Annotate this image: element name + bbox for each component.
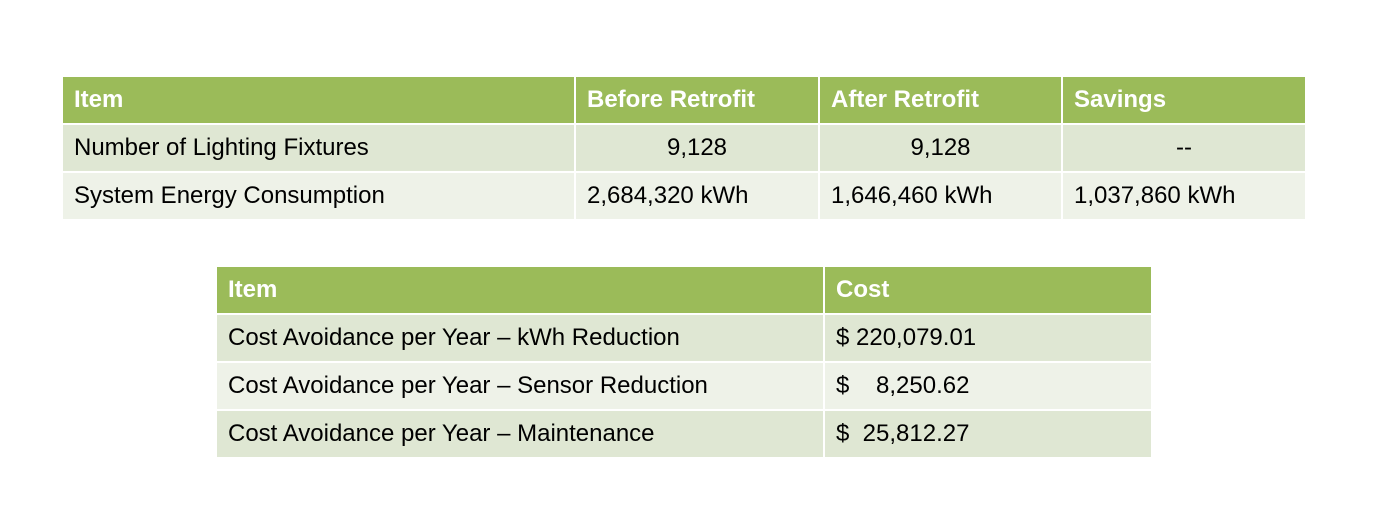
cell: Cost Avoidance per Year – kWh Reduction [217,315,823,361]
cell: $ 8,250.62 [825,363,1151,409]
header-cell: Item [63,77,574,123]
cell: -- [1063,125,1305,171]
cell: $ 220,079.01 [825,315,1151,361]
header-cell: Before Retrofit [576,77,818,123]
cell: 1,037,860 kWh [1063,173,1305,219]
header-cell: Savings [1063,77,1305,123]
header-row: Item Before Retrofit After Retrofit Savings [63,77,1305,123]
cell: Cost Avoidance per Year – Maintenance [217,411,823,457]
header-cell: Item [217,267,823,313]
energy-table: Item Before Retrofit After Retrofit Savings… [61,75,1307,221]
cell: $ 25,812.27 [825,411,1151,457]
row: System Energy Consumption 2,684,320 kWh 1,… [63,173,1305,219]
row: Cost Avoidance per Year – kWh Reduction $… [217,315,1151,361]
cost-table: Item Cost Cost Avoidance per Year – kWh Re… [215,265,1153,459]
header-row: Item Cost [217,267,1151,313]
row: Cost Avoidance per Year – Maintenance $ 2… [217,411,1151,457]
cell: Cost Avoidance per Year – Sensor Reducti… [217,363,823,409]
row: Cost Avoidance per Year – Sensor Reducti… [217,363,1151,409]
header-cell: After Retrofit [820,77,1061,123]
cell: System Energy Consumption [63,173,574,219]
cell: 9,128 [576,125,818,171]
row: Number of Lighting Fixtures 9,128 9,128 -- [63,125,1305,171]
cell: Number of Lighting Fixtures [63,125,574,171]
header-cell: Cost [825,267,1151,313]
cell: 1,646,460 kWh [820,173,1061,219]
cell: 2,684,320 kWh [576,173,818,219]
cell: 9,128 [820,125,1061,171]
